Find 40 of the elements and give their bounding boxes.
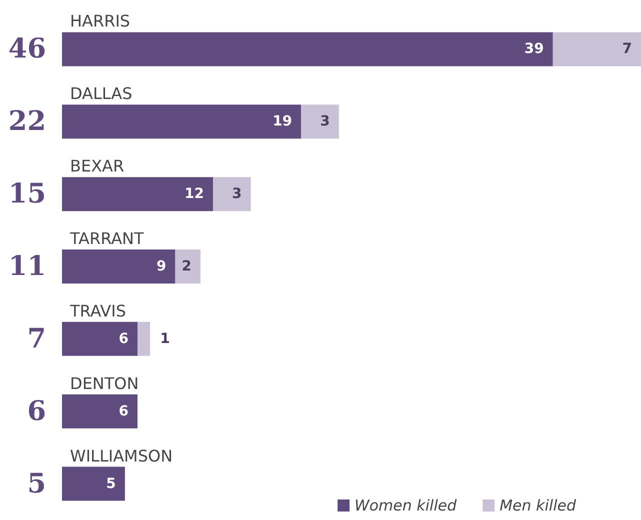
total-label: 7 [27,323,46,354]
bar [62,322,138,356]
y-tick-label: TARRANT [69,229,144,248]
bar [213,177,251,212]
bar [301,104,339,139]
data-label: 39 [524,41,544,58]
legend-label: Men killed [500,496,576,514]
bar [62,394,138,428]
bar [62,177,214,212]
data-label: 7 [622,41,632,58]
data-label: 3 [232,186,242,202]
y-tick-label: DALLAS [70,84,132,104]
bar [62,466,125,501]
data-label: 1 [160,330,170,347]
y-tick-label: BEXAR [70,156,124,176]
bar [138,322,150,356]
bar [175,250,200,284]
data-label: 19 [272,114,292,130]
y-tick-label: WILLIAMSON [70,446,173,466]
y-tick-label: TRAVIS [69,301,126,320]
total-label: 46 [8,34,46,65]
total-label: 5 [27,468,46,500]
data-label: 6 [118,330,129,347]
data-label: 3 [320,114,330,130]
bar [552,32,641,66]
y-tick-label: HARRIS [70,12,130,31]
data-label: 5 [106,476,116,492]
data-label: 2 [182,258,192,274]
y-tick-label: DENTON [70,374,139,393]
total-label: 11 [8,251,46,282]
total-label: 6 [27,396,46,427]
total-label: 15 [8,178,46,210]
data-label: 6 [118,403,129,420]
bar [62,104,302,139]
total-label: 22 [8,106,46,138]
data-label: 9 [156,258,166,274]
bar [62,32,553,66]
bar [62,250,176,284]
legend-label: Women killed [354,496,458,514]
data-label: 12 [184,186,204,202]
